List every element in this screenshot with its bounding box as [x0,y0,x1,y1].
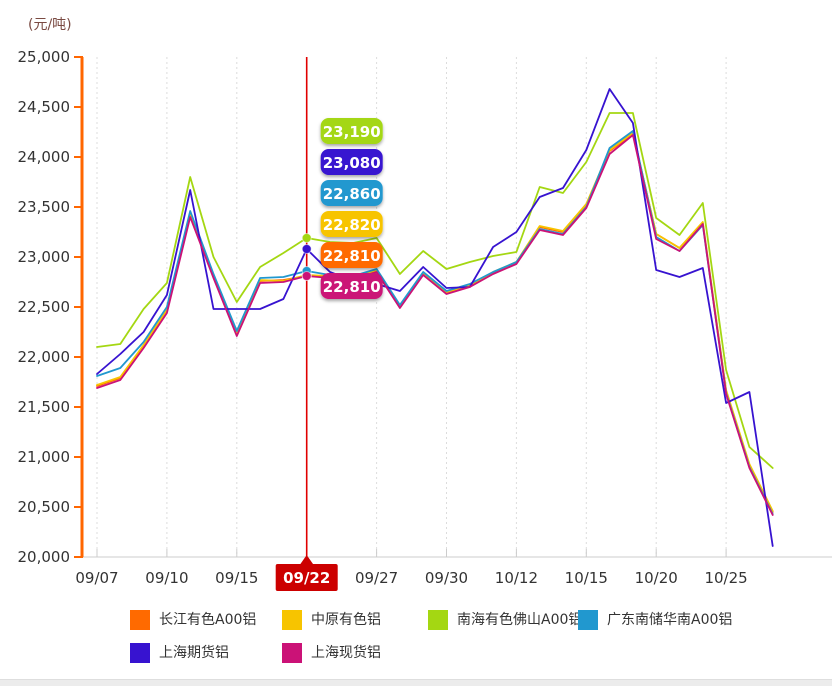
legend-label: 长江有色A00铝 [159,612,257,628]
value-tooltip-text: 23,190 [323,123,381,141]
y-tick-label: 20,500 [18,498,71,516]
x-tick-label: 10/20 [635,569,678,587]
legend-swatch [282,610,302,630]
value-tooltip [320,242,383,268]
x-tick-label: 10/12 [495,569,538,587]
selected-date-pointer [299,555,314,565]
legend-swatch [130,610,150,630]
selected-point-上海现货铝 [301,271,312,281]
y-axis-unit-label: (元/吨) [28,17,72,33]
value-tooltip-text: 23,080 [323,154,381,172]
y-tick-label: 24,500 [18,98,71,116]
bottom-divider-strip [0,679,832,686]
legend-swatch [578,610,598,630]
legend-label: 中原有色铝 [311,612,381,628]
legend-row-1: 长江有色A00铝 中原有色铝 南海有色佛山A00铝 广东南储华南A00铝 [0,610,832,634]
y-tick-label: 21,500 [18,398,71,416]
x-tick-label: 09/15 [215,569,258,587]
series-line-上海现货铝 [96,134,774,516]
x-tick-label: 10/25 [704,569,747,587]
series-line-长江有色A00铝 [96,133,774,513]
series-line-上海期货铝 [96,88,774,547]
series-line-广东南储华南A00铝 [96,130,774,515]
value-tooltip-text: 22,820 [323,216,381,234]
value-tooltip-text: 22,810 [323,247,381,265]
y-tick-label: 20,000 [18,548,71,566]
y-tick-label: 25,000 [18,48,71,66]
x-tick-label: 09/27 [355,569,398,587]
legend-item-上海期货铝[interactable]: 上海期货铝 [130,643,229,663]
value-tooltip [320,149,383,175]
value-tooltip-text: 22,810 [323,278,381,296]
legend-label: 南海有色佛山A00铝 [457,612,583,628]
x-tick-label: 10/15 [565,569,608,587]
legend-item-上海现货铝[interactable]: 上海现货铝 [282,643,381,663]
y-tick-label: 23,500 [18,198,71,216]
value-tooltip-text: 22,860 [323,185,381,203]
y-tick-label: 22,500 [18,298,71,316]
series-line-中原有色铝 [96,132,774,512]
legend-swatch [428,610,448,630]
selected-point-上海期货铝 [301,244,312,254]
legend-label: 广东南储华南A00铝 [607,612,733,628]
legend-item-南海有色佛山A00铝[interactable]: 南海有色佛山A00铝 [428,610,582,630]
y-tick-label: 21,000 [18,448,71,466]
value-tooltip [320,118,383,144]
legend-item-长江有色A00铝[interactable]: 长江有色A00铝 [130,610,256,630]
legend-label: 上海期货铝 [159,645,229,661]
legend-swatch [282,643,302,663]
value-tooltip [320,211,383,237]
legend-swatch [130,643,150,663]
y-tick-label: 24,000 [18,148,71,166]
x-tick-label: 09/30 [425,569,468,587]
value-tooltip [320,273,383,299]
legend-item-广东南储华南A00铝[interactable]: 广东南储华南A00铝 [578,610,732,630]
selected-date-box[interactable] [275,564,338,591]
price-line-chart: 25,000 24,500 24,000 23,500 23,000 22,500 22,0… [18,48,832,591]
selected-date-box-text: 09/22 [283,569,330,587]
legend-row-2: 上海期货铝 上海现货铝 [0,643,832,667]
series-line-南海有色佛山A00铝 [96,112,774,469]
value-tooltip [320,180,383,206]
y-tick-label: 22,000 [18,348,71,366]
selected-point-南海有色佛山A00铝 [301,233,312,243]
x-tick-label: 09/07 [75,569,118,587]
legend-label: 上海现货铝 [311,645,381,661]
legend-item-中原有色铝[interactable]: 中原有色铝 [282,610,381,630]
y-tick-label: 23,000 [18,248,71,266]
x-tick-label: 09/10 [145,569,188,587]
